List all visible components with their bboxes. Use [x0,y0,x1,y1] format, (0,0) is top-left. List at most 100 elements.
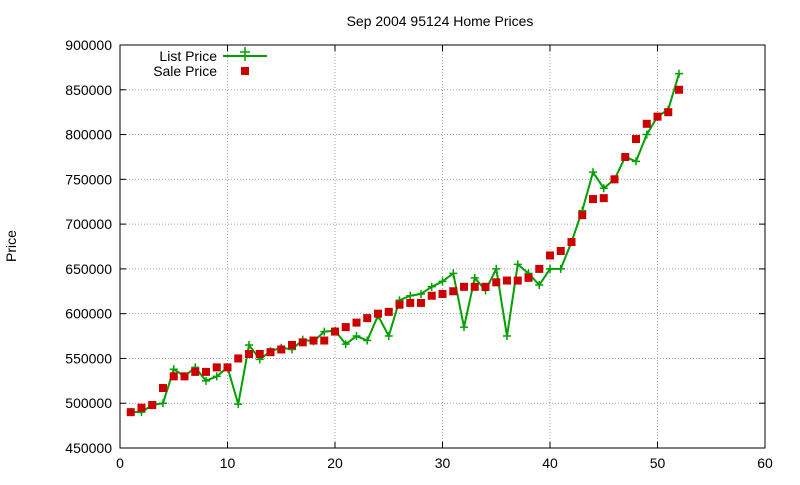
data-point-list-price [363,336,372,345]
data-point-sale-price [610,175,619,184]
data-point-sale-price [492,278,501,287]
data-point-list-price [492,264,501,273]
series-list-price [126,69,683,417]
y-tick-label: 600000 [65,306,112,322]
chart-title: Sep 2004 95124 Home Prices [347,13,534,29]
y-tick-label: 700000 [65,216,112,232]
data-point-sale-price [352,318,361,327]
data-point-sale-price [277,345,286,354]
data-point-list-price [320,327,329,336]
data-point-sale-price [309,336,318,345]
data-point-sale-price [513,276,522,285]
data-point-sale-price [148,401,157,410]
legend-marker-sale-price [241,67,249,75]
data-point-sale-price [374,309,382,318]
x-tick-label: 20 [327,455,343,471]
data-point-sale-price [653,112,662,121]
data-point-sale-price [470,282,479,291]
y-tick-label: 550000 [65,350,112,366]
data-point-list-price [234,400,243,409]
data-point-list-price [159,399,167,408]
data-point-list-price [202,376,210,385]
data-point-sale-price [395,300,404,309]
data-point-sale-price [675,85,683,94]
series-layer [126,69,683,417]
y-tick-label: 800000 [65,127,112,143]
data-point-list-price [513,260,522,269]
data-point-sale-price [438,289,447,298]
data-point-sale-price [288,341,296,350]
series-sale-price [126,85,683,417]
data-point-sale-price [427,291,436,300]
y-tick-label: 750000 [65,171,112,187]
data-point-sale-price [384,307,393,316]
x-tick-label: 10 [220,455,236,471]
data-point-sale-price [234,354,243,363]
data-point-sale-price [255,349,264,358]
x-tick-label: 50 [650,455,666,471]
data-point-sale-price [417,298,425,307]
data-point-list-price [460,323,468,332]
x-tick-label: 60 [757,455,773,471]
data-point-sale-price [180,372,189,381]
data-point-sale-price [567,238,576,247]
data-point-list-price [212,372,221,381]
data-point-sale-price [298,338,307,347]
x-tick-label: 40 [542,455,558,471]
data-point-sale-price [169,372,178,381]
data-point-sale-price [245,349,253,358]
x-tick-label: 0 [116,455,124,471]
data-point-sale-price [320,336,329,345]
data-point-sale-price [331,327,339,336]
data-point-sale-price [191,367,200,376]
grid-lines [120,45,765,448]
data-point-list-price [427,282,436,291]
data-point-list-price [169,365,178,374]
data-point-list-price [599,184,608,193]
x-tick-label: 30 [435,455,451,471]
axes: 0 10 20 30 40 50 60 450000 500000 550000 600000 650… [65,37,773,471]
data-point-list-price [384,332,393,341]
legend-label-list-price: List Price [159,48,217,64]
data-point-sale-price [363,314,372,323]
data-point-list-price [675,69,683,78]
data-point-list-price [632,157,640,166]
data-point-sale-price [556,246,565,255]
data-point-sale-price [449,287,458,296]
data-point-sale-price [546,251,554,260]
y-tick-label: 500000 [65,395,112,411]
data-point-list-price [417,289,425,298]
y-tick-label: 850000 [65,82,112,98]
data-point-sale-price [503,276,511,285]
data-point-sale-price [266,348,275,357]
data-point-sale-price [642,119,651,128]
data-point-sale-price [621,152,630,161]
data-point-sale-price [341,323,350,332]
data-point-sale-price [599,194,608,203]
data-point-sale-price [524,273,533,282]
data-point-list-price [449,269,458,278]
data-point-list-price [245,341,253,350]
data-point-list-price [642,130,651,139]
data-point-sale-price [535,264,544,273]
data-point-sale-price [589,195,597,204]
y-tick-label: 650000 [65,261,112,277]
data-point-sale-price [137,403,146,412]
y-tick-label: 900000 [65,37,112,53]
data-point-list-price [589,168,597,177]
data-point-list-price [341,340,350,349]
data-point-list-price [535,281,544,290]
data-point-sale-price [578,211,587,220]
data-point-sale-price [126,408,135,417]
legend-label-sale-price: Sale Price [153,63,217,79]
data-point-list-price [406,291,415,300]
series-line-list-price [130,73,680,414]
data-point-sale-price [159,383,167,392]
data-point-sale-price [223,363,232,372]
legend-marker-list-price [240,47,250,61]
data-point-list-price [352,332,361,341]
y-tick-label: 450000 [65,440,112,456]
data-point-list-price [556,264,565,273]
data-point-sale-price [481,282,490,291]
